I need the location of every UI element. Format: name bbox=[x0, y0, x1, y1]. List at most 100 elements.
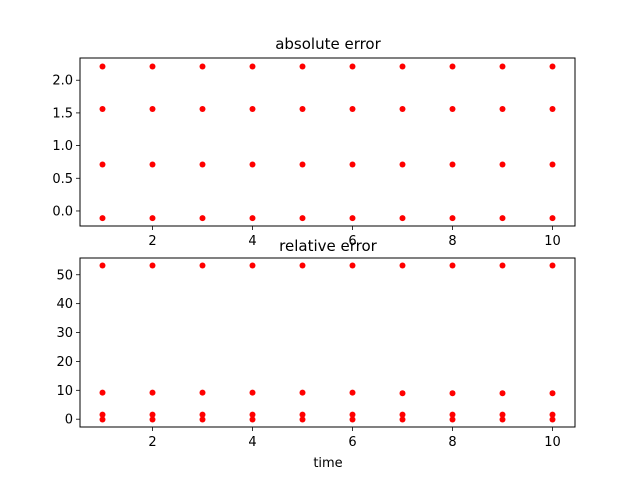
absolute-error-point-s2-x7 bbox=[399, 105, 406, 112]
relative-error-point-s2-x4 bbox=[249, 389, 256, 396]
relative-error-point-s4-x5 bbox=[299, 416, 306, 423]
relative-error-point-s2-x1 bbox=[99, 389, 106, 396]
absolute-error-point-s3-x2 bbox=[149, 161, 156, 168]
absolute-error-point-s4-x4 bbox=[249, 215, 256, 222]
relative-error-point-s3-x5 bbox=[299, 411, 306, 418]
absolute-error-point-s1-x10 bbox=[549, 63, 556, 70]
absolute-error-point-s2-x5 bbox=[299, 105, 306, 112]
absolute-error-point-s2-x4 bbox=[249, 105, 256, 112]
relative-error-x-tick-label: 4 bbox=[248, 435, 256, 450]
absolute-error-point-s4-x2 bbox=[149, 215, 156, 222]
absolute-error-point-s3-x4 bbox=[249, 161, 256, 168]
relative-error-point-s2-x3 bbox=[199, 389, 206, 396]
relative-error-point-s3-x6 bbox=[349, 411, 356, 418]
absolute-error-point-s3-x8 bbox=[449, 161, 456, 168]
relative-error-point-s4-x9 bbox=[499, 416, 506, 423]
relative-error-x-tick-label: 6 bbox=[348, 435, 356, 450]
absolute-error-subplot: absolute error 2 4 6 8 10 0.0 0.5 1.0 1.5 2.0 bbox=[52, 35, 576, 249]
relative-error-point-s1-x9 bbox=[499, 262, 506, 269]
relative-error-y-tick-label: 20 bbox=[56, 355, 73, 370]
relative-error-y-axis: 0 10 20 30 40 50 bbox=[56, 268, 80, 428]
relative-error-point-s2-x7 bbox=[399, 390, 406, 397]
absolute-error-points bbox=[99, 63, 556, 222]
relative-error-point-s3-x8 bbox=[449, 411, 456, 418]
relative-error-points bbox=[99, 262, 556, 423]
absolute-error-point-s1-x6 bbox=[349, 63, 356, 70]
absolute-error-point-s1-x5 bbox=[299, 63, 306, 70]
absolute-error-title: absolute error bbox=[275, 35, 381, 53]
relative-error-title: relative error bbox=[279, 237, 377, 255]
absolute-error-point-s1-x9 bbox=[499, 63, 506, 70]
absolute-error-x-tick-label: 6 bbox=[348, 234, 356, 249]
relative-error-y-tick-label: 40 bbox=[56, 297, 73, 312]
absolute-error-point-s1-x1 bbox=[99, 63, 106, 70]
absolute-error-point-s4-x8 bbox=[449, 215, 456, 222]
absolute-error-point-s4-x1 bbox=[99, 215, 106, 222]
relative-error-point-s3-x7 bbox=[399, 411, 406, 418]
relative-error-point-s2-x2 bbox=[149, 389, 156, 396]
absolute-error-x-tick-label: 10 bbox=[544, 234, 561, 249]
absolute-error-point-s2-x3 bbox=[199, 105, 206, 112]
absolute-error-point-s1-x7 bbox=[399, 63, 406, 70]
relative-error-point-s3-x1 bbox=[99, 411, 106, 418]
absolute-error-point-s3-x1 bbox=[99, 161, 106, 168]
relative-error-x-tick-label: 8 bbox=[448, 435, 456, 450]
absolute-error-point-s1-x4 bbox=[249, 63, 256, 70]
relative-error-point-s3-x9 bbox=[499, 411, 506, 418]
relative-error-point-s4-x3 bbox=[199, 416, 206, 423]
absolute-error-y-tick-label: 2.0 bbox=[52, 74, 73, 89]
relative-error-point-s4-x10 bbox=[549, 416, 556, 423]
relative-error-point-s4-x2 bbox=[149, 416, 156, 423]
relative-error-point-s2-x8 bbox=[449, 390, 456, 397]
absolute-error-y-tick-label: 1.0 bbox=[52, 139, 73, 154]
relative-error-point-s1-x1 bbox=[99, 262, 106, 269]
absolute-error-point-s1-x2 bbox=[149, 63, 156, 70]
relative-error-point-s2-x9 bbox=[499, 390, 506, 397]
relative-error-subplot: relative error 2 4 6 8 10 0 10 20 30 40 50 time bbox=[56, 237, 576, 471]
relative-error-point-s1-x2 bbox=[149, 262, 156, 269]
absolute-error-point-s4-x3 bbox=[199, 215, 206, 222]
absolute-error-point-s1-x3 bbox=[199, 63, 206, 70]
relative-error-x-tick-label: 10 bbox=[544, 435, 561, 450]
absolute-error-point-s2-x10 bbox=[549, 105, 556, 112]
absolute-error-point-s2-x9 bbox=[499, 105, 506, 112]
relative-error-point-s3-x3 bbox=[199, 411, 206, 418]
absolute-error-point-s3-x6 bbox=[349, 161, 356, 168]
absolute-error-y-tick-label: 0.5 bbox=[52, 172, 73, 187]
absolute-error-point-s4-x5 bbox=[299, 215, 306, 222]
relative-error-point-s1-x4 bbox=[249, 262, 256, 269]
relative-error-point-s4-x7 bbox=[399, 416, 406, 423]
absolute-error-x-axis: 2 4 6 8 10 bbox=[148, 226, 561, 249]
absolute-error-y-tick-label: 1.5 bbox=[52, 106, 73, 121]
absolute-error-point-s3-x3 bbox=[199, 161, 206, 168]
absolute-error-point-s1-x8 bbox=[449, 63, 456, 70]
absolute-error-point-s3-x5 bbox=[299, 161, 306, 168]
relative-error-point-s1-x5 bbox=[299, 262, 306, 269]
absolute-error-y-tick-label: 0.0 bbox=[52, 204, 73, 219]
relative-error-point-s4-x1 bbox=[99, 416, 106, 423]
absolute-error-point-s3-x10 bbox=[549, 161, 556, 168]
relative-error-point-s4-x8 bbox=[449, 416, 456, 423]
absolute-error-point-s2-x8 bbox=[449, 105, 456, 112]
relative-error-point-s4-x6 bbox=[349, 416, 356, 423]
relative-error-point-s1-x3 bbox=[199, 262, 206, 269]
relative-error-point-s2-x10 bbox=[549, 390, 556, 397]
absolute-error-point-s2-x1 bbox=[99, 105, 106, 112]
absolute-error-y-axis: 0.0 0.5 1.0 1.5 2.0 bbox=[52, 74, 80, 219]
absolute-error-x-tick-label: 2 bbox=[148, 234, 156, 249]
relative-error-y-tick-label: 0 bbox=[65, 413, 73, 428]
absolute-error-point-s3-x9 bbox=[499, 161, 506, 168]
relative-error-point-s4-x4 bbox=[249, 416, 256, 423]
absolute-error-axes-frame bbox=[79, 57, 576, 227]
relative-error-x-axis: 2 4 6 8 10 bbox=[148, 427, 561, 450]
absolute-error-point-s4-x10 bbox=[549, 215, 556, 222]
relative-error-axes-frame bbox=[79, 257, 576, 428]
absolute-error-point-s2-x2 bbox=[149, 105, 156, 112]
relative-error-point-s2-x5 bbox=[299, 389, 306, 396]
relative-error-x-tick-label: 2 bbox=[148, 435, 156, 450]
relative-error-y-tick-label: 30 bbox=[56, 326, 73, 341]
relative-error-point-s1-x8 bbox=[449, 262, 456, 269]
relative-error-point-s1-x6 bbox=[349, 262, 356, 269]
